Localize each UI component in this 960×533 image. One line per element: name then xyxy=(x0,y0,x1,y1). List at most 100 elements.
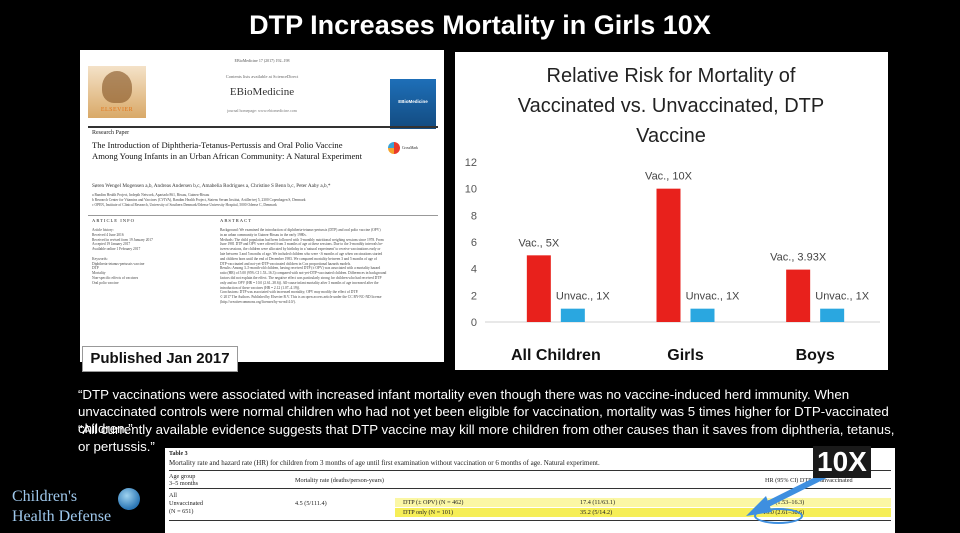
abstract-line: factors did not explain the effect. The … xyxy=(220,275,382,280)
table-cell: DTP only (N = 101) xyxy=(403,509,454,516)
abstract-line: and children born until the end of Decem… xyxy=(220,256,377,261)
bar-unvaccinated xyxy=(690,308,715,322)
y-tick-label: 12 xyxy=(465,157,477,169)
article-info-line: Available online 1 February 2017 xyxy=(92,247,141,252)
article-info-line: Accepted 19 January 2017 xyxy=(92,242,131,247)
abstract-line: Results: Among 3–5-month-old children, h… xyxy=(220,266,381,271)
elsevier-tree-icon xyxy=(102,71,132,103)
data-label: Vac., 5X xyxy=(518,237,559,249)
abstract: Background: We examined the introduction… xyxy=(220,228,434,305)
abstract-heading: ABSTRACT xyxy=(220,218,252,223)
quote-evidence: “All currently available evidence sugges… xyxy=(78,422,895,454)
chart-panel: Relative Risk for Mortality of Vaccinated… xyxy=(455,52,888,370)
globe-icon xyxy=(118,488,140,510)
affiliation: a Bandim Health Project, Indepth Network… xyxy=(92,193,210,197)
table-header-age-group: Age group 3–5 months xyxy=(169,473,199,487)
abstract-line: tween sessions, the children were alloca… xyxy=(220,247,381,252)
affiliation: b Research Center for Vitamins and Vacci… xyxy=(92,197,306,202)
divider xyxy=(88,215,438,216)
y-tick-label: 0 xyxy=(471,317,477,329)
bar-chart: Relative Risk for Mortality of Vaccinated… xyxy=(465,65,880,364)
bar-unvaccinated xyxy=(560,308,585,322)
article-info-line: DTP xyxy=(92,266,99,271)
abstract-line: ratio (HR) of 5.00 (95% CI 1.53–16.3) co… xyxy=(220,271,387,276)
abstract-line: Conclusions: DTP was associated with inc… xyxy=(220,290,359,295)
table-cell: 17.4 (11/63.1) xyxy=(580,499,616,506)
divider xyxy=(169,470,891,471)
table-description: Mortality rate and hazard rate (HR) for … xyxy=(169,459,600,467)
abstract-line: Methods: The child population had been f… xyxy=(220,237,384,242)
table-row-label: Unvaccinated xyxy=(169,500,204,507)
table-cell: 5.00 (1.53–16.3) xyxy=(763,499,805,506)
abstract-line: June 1981 DTP and OPV were offered from … xyxy=(220,242,384,247)
highlight-row xyxy=(395,498,891,507)
contents-line: Contents lists available at ScienceDirec… xyxy=(225,74,299,79)
divider xyxy=(169,520,891,521)
table-cell: 35.2 (5/14.2) xyxy=(580,509,613,516)
category-label: Boys xyxy=(796,347,835,364)
data-label: Unvac., 1X xyxy=(556,291,610,303)
table-caption: Table 3 xyxy=(169,451,188,457)
article-info-line: Non-specific effects of vaccines xyxy=(92,275,139,280)
article-info-line: Keywords: xyxy=(92,256,108,261)
arrow-icon xyxy=(746,471,830,516)
chart-title-line: Vaccinated vs. Unvaccinated, DTP xyxy=(518,95,824,117)
highlight-row xyxy=(395,508,891,517)
abstract-line: DTP-vaccinated and not-yet-DTP-vaccinate… xyxy=(220,261,352,266)
x-axis: All Children Girls Boys xyxy=(511,347,835,364)
tenx-callout: 10X xyxy=(813,446,871,478)
chart-title: Relative Risk for Mortality of Vaccinated… xyxy=(518,65,824,147)
table-header-mortality-rate: Mortality rate (deaths/person-years) xyxy=(295,477,384,484)
table-cell: DTP (± OPV) (N = 462) xyxy=(403,499,464,506)
paper-thumbnail: EBioMedicine 17 (2017) 192–198 ELSEVIER … xyxy=(80,50,444,362)
category-label: Girls xyxy=(667,347,704,364)
paper-authors: Søren Wengel Mogensen a,b, Andreas Ander… xyxy=(92,183,331,189)
y-tick-label: 6 xyxy=(471,237,477,249)
headline: DTP Increases Mortality in Girls 10X xyxy=(249,10,711,40)
data-label: Unvac., 1X xyxy=(815,291,869,303)
y-tick-label: 4 xyxy=(471,264,477,276)
article-info-line: Diphtheria-tetanus-pertussis vaccine xyxy=(92,261,145,266)
table-row-label: (N = 651) xyxy=(169,508,194,515)
bar-vaccinated xyxy=(786,269,811,322)
abstract-line: Background: We examined the introduction… xyxy=(220,228,381,232)
abstract-line: late between 3 and 5 months of age. We i… xyxy=(220,251,383,256)
abstract-line: © 2017 The Authors. Published by Elsevie… xyxy=(220,295,382,300)
data-label: Unvac., 1X xyxy=(686,291,740,303)
divider xyxy=(88,126,438,128)
table-row-label: All xyxy=(169,492,177,499)
data-label: Vac., 3.93X xyxy=(770,252,827,264)
highlight-circle xyxy=(754,508,803,524)
article-info-line: Article history: xyxy=(92,228,114,232)
bar-unvaccinated xyxy=(820,308,845,322)
data-label: Vac., 10X xyxy=(645,171,693,183)
article-info-line: Received 4 June 2016 xyxy=(92,232,124,237)
crossmark-icon xyxy=(388,142,400,154)
logo-line-1: Children's xyxy=(12,488,78,505)
article-info-line: Mortality xyxy=(92,271,106,276)
logo-line-2: Health Defense xyxy=(12,508,112,525)
paper-title: The Introduction of Diphtheria-Tetanus-P… xyxy=(92,140,362,161)
affiliations: a Bandim Health Project, Indepth Network… xyxy=(92,193,432,207)
y-tick-label: 8 xyxy=(471,210,477,222)
divider xyxy=(169,488,891,489)
quote-paper: “DTP vaccinations were associated with i… xyxy=(78,387,889,436)
journal-name: EBioMedicine xyxy=(229,86,295,98)
bar-vaccinated xyxy=(526,255,551,322)
abstract-line: in an urban community in Guinea-Bissau i… xyxy=(220,232,307,237)
arrow-shaft xyxy=(758,471,830,511)
article-info-line: Received in revised form 19 January 2017 xyxy=(92,237,153,242)
abstract-line: (http://creativecommons.org/licenses/by-… xyxy=(220,299,296,304)
elsevier-wordmark: ELSEVIER xyxy=(100,107,134,113)
chart-title-line: Relative Risk for Mortality of xyxy=(547,65,796,87)
bars xyxy=(526,188,845,322)
journal-cover: EBioMedicine xyxy=(390,79,436,129)
crossmark-label: CrossMark xyxy=(402,146,418,150)
article-info-line: Oral polio vaccine xyxy=(92,280,119,285)
data-labels: Vac., 5X Unvac., 1X Vac., 10X Unvac., 1X Vac… xyxy=(518,171,869,303)
abstract-line: only and no OPV (HR = 10.0 (2.61–38.6)).… xyxy=(220,280,379,285)
y-tick-label: 2 xyxy=(471,290,477,302)
abstract-line: introduction of these vaccines (HR = 2.1… xyxy=(220,285,300,290)
chart-title-line: Vaccine xyxy=(636,125,706,147)
journal-homepage: journal homepage: www.ebiomedicine.com xyxy=(227,108,297,113)
